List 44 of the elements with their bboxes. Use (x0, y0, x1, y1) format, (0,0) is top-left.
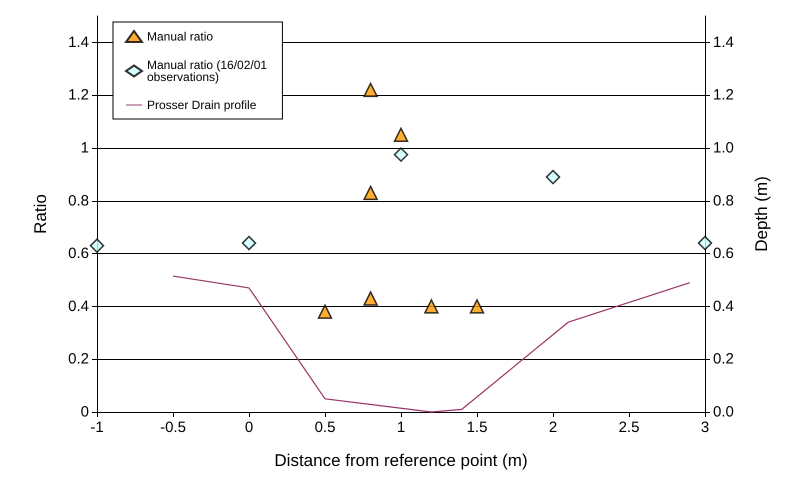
x-tick-label: 3 (700, 419, 710, 436)
x-tick-label: 1 (396, 419, 406, 436)
y2-axis-title: Depth (m) (752, 176, 771, 252)
y-tick-label: 0.4 (68, 298, 89, 315)
x-tick-label: 0.5 (314, 419, 336, 436)
x-tick-label: 0 (244, 419, 254, 436)
y-axis-title: Ratio (31, 194, 50, 234)
y2-tick-label: 0.4 (713, 298, 734, 315)
x-tick-label: 2.5 (618, 419, 640, 436)
line-series (172, 275, 690, 413)
point (363, 186, 378, 200)
y2-tick-label: 0.8 (713, 192, 734, 210)
point (394, 128, 408, 142)
y-tick-label: 0.6 (68, 245, 89, 262)
y-tick-label: 1 (80, 140, 89, 156)
legend-label: Manual ratio (16/02/01 observations) (147, 58, 270, 84)
point (363, 291, 378, 306)
y-tick-label: 1.4 (68, 34, 89, 51)
point (394, 147, 408, 162)
x-tick-label: 2 (548, 419, 558, 436)
y2-tick-label: 1.0 (713, 140, 734, 156)
point (90, 238, 104, 253)
y2-tick-label: 1.2 (713, 86, 734, 104)
point (546, 170, 560, 184)
y2-tick-label: 0.2 (713, 350, 734, 368)
y2-tick-label: 0.6 (713, 245, 734, 262)
point (318, 304, 332, 319)
y2-tick-label: 1.4 (713, 34, 734, 51)
legend-label: Manual ratio (147, 30, 214, 44)
y-tick-label: 0.8 (68, 192, 89, 210)
legend-label: Prosser Drain profile (147, 98, 257, 112)
x-tick-label: -0.5 (160, 419, 186, 436)
point (470, 299, 484, 314)
y2-tick-label: 0.0 (713, 404, 734, 420)
x-tick-label: -1 (90, 419, 104, 436)
point (242, 236, 256, 250)
point (363, 82, 378, 98)
point (424, 299, 439, 314)
y-tick-label: 1.2 (68, 86, 89, 104)
x-axis-title: Distance from reference point (m) (274, 451, 528, 470)
point (698, 236, 712, 250)
y-tick-label: 0.2 (68, 350, 89, 368)
x-tick-label: 1.5 (466, 419, 488, 436)
y-tick-label: 0 (80, 404, 89, 420)
